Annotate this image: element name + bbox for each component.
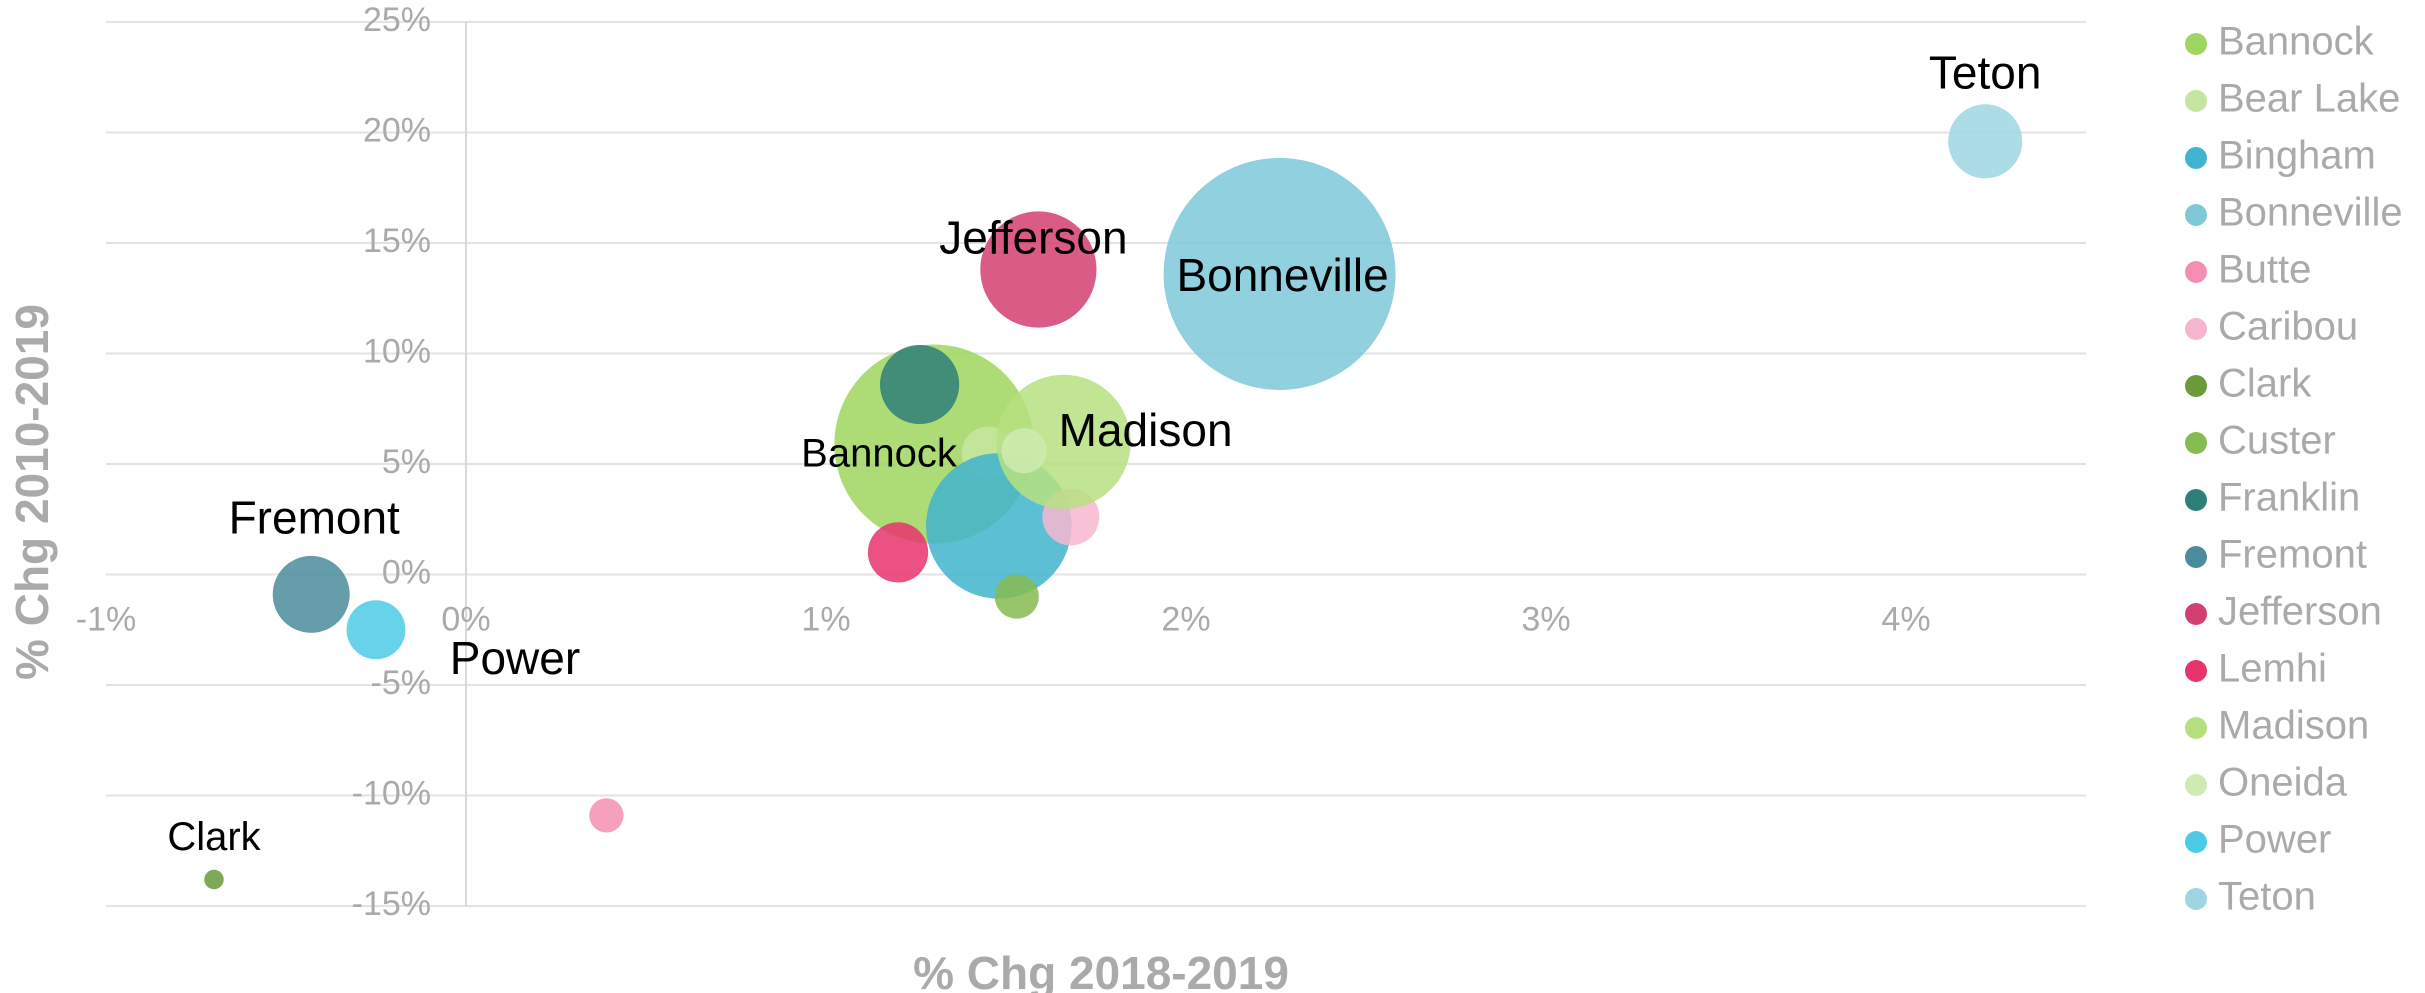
- legend-marker: [2185, 888, 2207, 910]
- bubble-label: Teton: [1929, 46, 2042, 98]
- bubble-label: Fremont: [229, 492, 400, 544]
- bubble: [1163, 157, 1396, 390]
- bubble-label: Power: [450, 632, 580, 684]
- bubble: [272, 555, 350, 633]
- legend-label: Madison: [2218, 704, 2369, 748]
- legend-marker: [2185, 603, 2207, 625]
- y-tick-label: 0%: [382, 553, 431, 591]
- legend-label: Bear Lake: [2218, 77, 2400, 121]
- x-tick-label: 3%: [1521, 600, 1570, 638]
- bubble: [204, 869, 224, 890]
- bubble-label: Jefferson: [939, 212, 1127, 264]
- x-tick-label: 4%: [1881, 600, 1930, 638]
- legend-label: Butte: [2218, 248, 2311, 292]
- legend-marker: [2185, 204, 2207, 226]
- legend-label: Clark: [2218, 362, 2312, 406]
- y-tick-label: 20%: [363, 111, 431, 149]
- legend-marker: [2185, 33, 2207, 55]
- x-tick-label: 1%: [801, 600, 850, 638]
- bubble: [1948, 104, 2023, 179]
- legend-marker: [2185, 831, 2207, 853]
- bubble: [1001, 428, 1047, 474]
- y-tick-label: 25%: [363, 1, 431, 39]
- legend-marker: [2185, 546, 2207, 568]
- annotations: Bannock Bonneville Clark Fremont Jefferson Ma…: [167, 46, 2041, 859]
- legend-marker: [2185, 489, 2207, 511]
- bubble: [879, 344, 960, 425]
- legend-label: Franklin: [2218, 476, 2360, 520]
- x-tick-label: -1%: [76, 600, 136, 638]
- legend-marker: [2185, 318, 2207, 340]
- bubble: [589, 798, 624, 833]
- legend-label: Jefferson: [2218, 590, 2382, 634]
- legend-label: Caribou: [2218, 305, 2358, 349]
- bubble: [980, 211, 1097, 328]
- legend-marker: [2185, 147, 2207, 169]
- y-tick-label: 5%: [382, 443, 431, 481]
- legend-label: Bonneville: [2218, 191, 2403, 235]
- legend-label: Custer: [2218, 419, 2336, 463]
- y-tick-label: -15%: [352, 885, 431, 923]
- bubble: [996, 374, 1131, 510]
- legend-label: Fremont: [2218, 533, 2367, 577]
- x-tick-label: 0%: [441, 600, 490, 638]
- bubble: [867, 522, 929, 583]
- legend-marker: [2185, 717, 2207, 739]
- bubble: [346, 600, 406, 660]
- legend-label: Bingham: [2218, 134, 2376, 178]
- bubble-label: Bonneville: [1176, 249, 1388, 301]
- legend-label: Oneida: [2218, 761, 2348, 805]
- y-tick-label: -10%: [352, 774, 431, 812]
- legend-marker: [2185, 774, 2207, 796]
- y-tick-label: 15%: [363, 222, 431, 260]
- x-tick-label: 2%: [1161, 600, 1210, 638]
- legend-label: Lemhi: [2218, 647, 2327, 691]
- bubble-label: Clark: [167, 815, 261, 859]
- x-axis-title: % Chg 2018-2019: [913, 947, 1289, 993]
- y-tick-label: -5%: [371, 664, 431, 702]
- y-axis-title: % Chg 2010-2019: [6, 304, 58, 680]
- bubble: [994, 574, 1039, 619]
- legend-label: Bannock: [2218, 20, 2375, 64]
- bubble-label: Bannock: [801, 432, 958, 476]
- legend-marker: [2185, 660, 2207, 682]
- bubble-label: Madison: [1059, 404, 1233, 456]
- legend-marker: [2185, 90, 2207, 112]
- legend-marker: [2185, 375, 2207, 397]
- bubbles: [204, 104, 2023, 890]
- legend-label: Teton: [2218, 875, 2316, 919]
- legend-label: Power: [2218, 818, 2331, 862]
- y-tick-label: 10%: [363, 332, 431, 370]
- legend-marker: [2185, 261, 2207, 283]
- legend-marker: [2185, 432, 2207, 454]
